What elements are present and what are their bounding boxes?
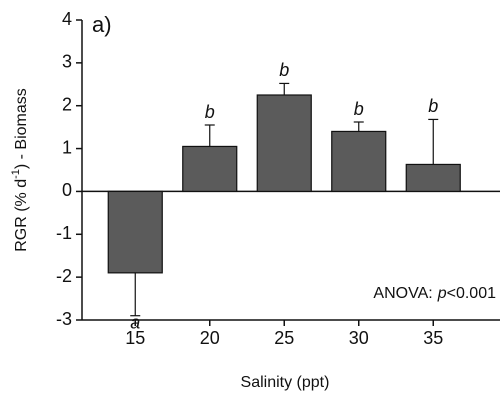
- significance-letter: b: [354, 99, 364, 119]
- x-tick-label: 35: [423, 328, 443, 348]
- y-tick-label: -1: [56, 223, 72, 243]
- y-tick-label: -3: [56, 309, 72, 329]
- y-label-part: ) - Biomass: [13, 88, 30, 169]
- y-tick-label: -2: [56, 266, 72, 286]
- bar: [405, 163, 461, 193]
- y-tick-label: 1: [62, 137, 72, 157]
- x-axis-label: Salinity (ppt): [241, 374, 330, 391]
- x-tick-label: 20: [200, 328, 220, 348]
- bar: [107, 190, 163, 274]
- y-tick-label: 3: [62, 52, 72, 72]
- y-label-part: RGR (% d: [13, 179, 30, 252]
- y-tick-label: 2: [62, 94, 72, 114]
- y-label-sup: -1: [10, 169, 22, 179]
- annotation: ANOVA: p<0.001: [373, 285, 496, 302]
- bar: [331, 130, 387, 193]
- panel-label: a): [92, 12, 112, 37]
- significance-letter: b: [428, 96, 438, 116]
- y-tick-label: 4: [62, 9, 72, 29]
- y-tick-label: 0: [62, 180, 72, 200]
- bar: [256, 94, 312, 193]
- significance-letter: b: [205, 102, 215, 122]
- x-tick-label: 15: [125, 328, 145, 348]
- significance-letter: a: [130, 312, 140, 332]
- annotation-part: p: [437, 285, 447, 302]
- annotation-part: <0.001: [447, 285, 496, 302]
- x-tick-label: 25: [274, 328, 294, 348]
- bar: [182, 145, 238, 193]
- annotation-part: ANOVA:: [373, 285, 432, 302]
- y-axis-label: RGR (% d-1) - Biomass: [10, 88, 30, 252]
- x-tick-label: 30: [349, 328, 369, 348]
- significance-letter: b: [279, 60, 289, 80]
